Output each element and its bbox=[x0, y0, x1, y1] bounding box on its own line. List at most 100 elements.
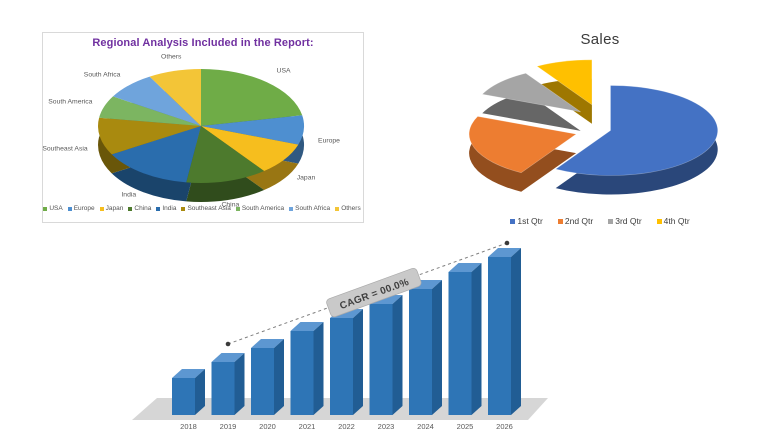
legend-label: 3rd Qtr bbox=[615, 216, 642, 226]
legend-item-3rd Qtr: 3rd Qtr bbox=[608, 216, 642, 226]
legend-item-South America: South America bbox=[235, 205, 285, 212]
bar-side-2024 bbox=[432, 280, 442, 415]
regional-chart-frame bbox=[42, 32, 364, 223]
legend-label: Europe bbox=[73, 205, 95, 212]
bar-top-2026 bbox=[488, 248, 521, 257]
legend-marker-icon bbox=[67, 206, 72, 211]
legend-label: USA bbox=[49, 205, 63, 212]
legend-item-Europe: Europe bbox=[67, 205, 95, 212]
slice-label-Others: Others bbox=[161, 53, 182, 61]
bar-side-2021 bbox=[313, 322, 324, 415]
year-label-2026: 2026 bbox=[496, 422, 513, 431]
legend-marker-icon bbox=[335, 206, 340, 211]
bar-2018 bbox=[172, 378, 195, 415]
slice-label-China: China bbox=[221, 201, 240, 209]
cagr-trend-line bbox=[227, 242, 508, 345]
pie-slice-South Africa bbox=[113, 76, 201, 126]
year-label-2018: 2018 bbox=[180, 422, 197, 431]
legend-marker-icon bbox=[289, 206, 294, 211]
year-label-2019: 2019 bbox=[219, 422, 237, 431]
sales-legend: 1st Qtr 2nd Qtr 3rd Qtr 4th Qtr bbox=[430, 216, 770, 226]
legend-item-China: China bbox=[128, 205, 151, 212]
bar-side-2020 bbox=[274, 339, 284, 415]
legend-marker-icon bbox=[99, 206, 104, 211]
legend-item-1st Qtr: 1st Qtr bbox=[510, 216, 543, 226]
slice-label-USA: USA bbox=[276, 67, 291, 75]
cagr-badge-bg bbox=[326, 267, 422, 318]
bar-2019 bbox=[211, 362, 235, 415]
bar-2024 bbox=[409, 289, 432, 415]
pie-slice-Japan bbox=[201, 126, 299, 171]
legend-label: Others bbox=[341, 205, 361, 212]
bar-side-2019 bbox=[234, 353, 245, 415]
legend-item-Others: Others bbox=[335, 205, 361, 212]
legend-item-4th Qtr: 4th Qtr bbox=[656, 216, 690, 226]
slice-label-Southeast Asia: Southeast Asia bbox=[42, 145, 88, 153]
bar-2025 bbox=[448, 272, 472, 415]
legend-label: 1st Qtr bbox=[517, 216, 543, 226]
legend-label: 4th Qtr bbox=[663, 216, 690, 226]
legend-marker-icon bbox=[43, 206, 48, 211]
pie-slice-China bbox=[186, 126, 265, 183]
legend-label: India bbox=[162, 205, 177, 212]
slice-label-Japan: Japan bbox=[296, 174, 316, 182]
legend-marker-icon bbox=[128, 206, 133, 211]
sales-chart-title: Sales bbox=[580, 31, 620, 48]
bar-top-2025 bbox=[448, 263, 482, 272]
legend-marker-icon bbox=[181, 206, 186, 211]
bar-side-2018 bbox=[195, 369, 205, 415]
year-label-2025: 2025 bbox=[456, 422, 474, 431]
slice-label-South Africa: South Africa bbox=[83, 71, 121, 79]
legend-label: South Africa bbox=[295, 205, 331, 212]
pie-slice-USA bbox=[201, 69, 303, 126]
bar-2020 bbox=[251, 348, 274, 415]
pie-slice-4th Qtr bbox=[536, 59, 593, 106]
legend-marker-icon bbox=[608, 218, 614, 224]
trend-dot-start bbox=[225, 341, 231, 347]
legend-marker-icon bbox=[510, 218, 516, 224]
slice-label-India: India bbox=[121, 191, 137, 199]
legend-label: 2nd Qtr bbox=[564, 216, 594, 226]
legend-item-Southeast Asia: Southeast Asia bbox=[181, 205, 231, 212]
regional-legend: USA Europe Japan China India Southeast Asia So… bbox=[43, 205, 361, 212]
bar-2021 bbox=[290, 331, 314, 415]
year-label-2021: 2021 bbox=[298, 422, 316, 431]
pie-slice-side-3rd Qtr bbox=[482, 92, 581, 131]
pie-slice-1st Qtr bbox=[554, 85, 718, 176]
year-label-2020: 2020 bbox=[259, 422, 276, 431]
bar-side-2022 bbox=[353, 309, 363, 415]
legend-item-India: India bbox=[156, 205, 176, 212]
regional-chart-title: Regional Analysis Included in the Report… bbox=[92, 37, 314, 49]
pie-slice-Others bbox=[149, 69, 201, 126]
bar-side-2026 bbox=[511, 248, 521, 415]
pie-slice-Europe bbox=[201, 115, 304, 145]
legend-marker-icon bbox=[557, 218, 563, 224]
bar-top-2018 bbox=[172, 369, 205, 378]
legend-label: Japan bbox=[105, 205, 124, 212]
bar-2026 bbox=[488, 257, 511, 415]
legend-marker-icon bbox=[156, 206, 161, 211]
legend-item-Japan: Japan bbox=[99, 205, 124, 212]
bar-side-2025 bbox=[471, 263, 482, 415]
legend-item-USA: USA bbox=[43, 205, 63, 212]
legend-label: South America bbox=[241, 205, 285, 212]
legend-label: Southeast Asia bbox=[187, 205, 231, 212]
bar-top-2020 bbox=[251, 339, 284, 348]
legend-marker-icon bbox=[235, 206, 240, 211]
bar-side-2023 bbox=[392, 295, 403, 415]
year-label-2023: 2023 bbox=[377, 422, 395, 431]
pie-slice-3rd Qtr bbox=[481, 72, 581, 113]
year-label-2024: 2024 bbox=[417, 422, 434, 431]
year-label-2022: 2022 bbox=[338, 422, 355, 431]
bar-top-2021 bbox=[290, 322, 324, 331]
legend-item-South Africa: South Africa bbox=[289, 205, 330, 212]
bar-top-2019 bbox=[211, 353, 245, 362]
legend-marker-icon bbox=[656, 218, 662, 224]
legend-label: China bbox=[134, 205, 152, 212]
bar-2022 bbox=[330, 318, 353, 415]
pie-slice-Southeast Asia bbox=[98, 117, 201, 155]
pie-slice-India bbox=[111, 126, 201, 183]
slice-label-South America: South America bbox=[48, 98, 93, 106]
